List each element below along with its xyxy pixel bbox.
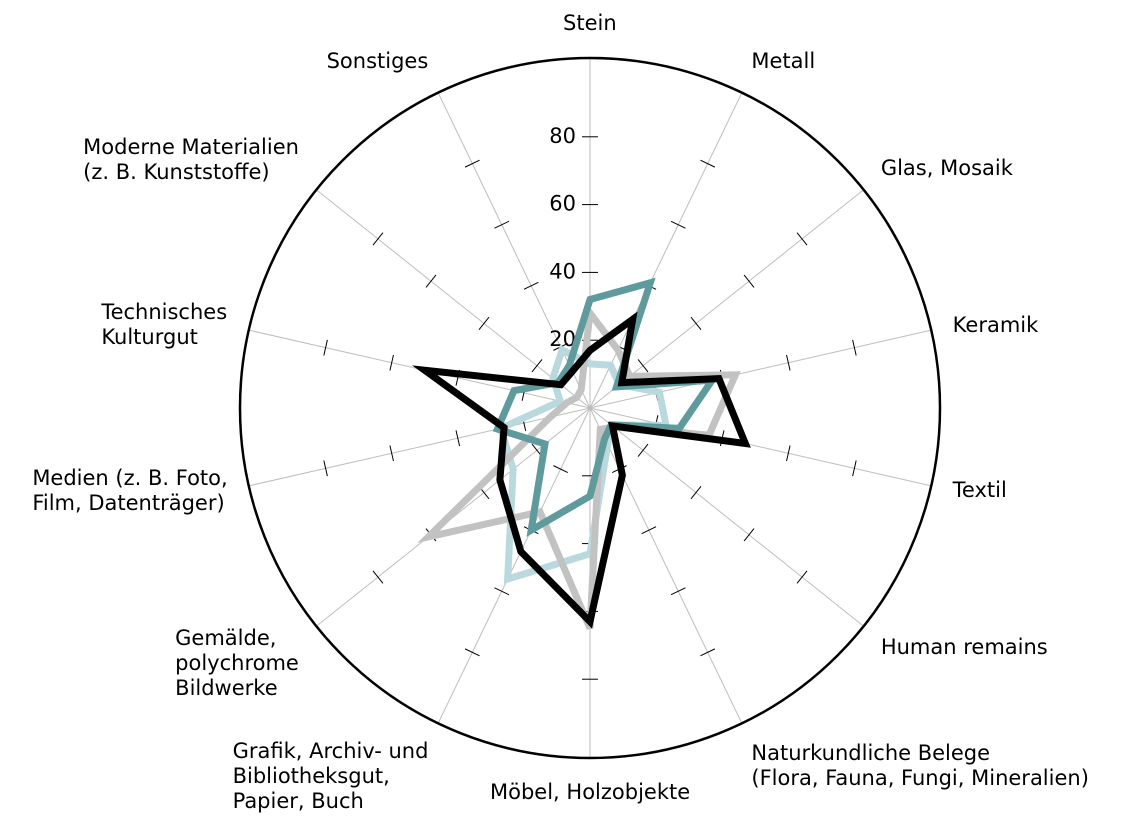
tick-mark — [637, 443, 649, 457]
tick-label: 40 — [549, 259, 576, 283]
tick-mark — [389, 354, 394, 371]
tick-mark — [641, 526, 657, 535]
spoke — [437, 407, 591, 724]
tick-mark — [553, 465, 569, 474]
tick-mark — [786, 354, 791, 371]
category-label: Medien (z. B. Foto, Film, Datenträger) — [32, 465, 228, 515]
tick-label: 80 — [549, 124, 576, 148]
category-label: Naturkundliche Belege (Flora, Fauna, Fun… — [751, 740, 1089, 790]
category-label: Technisches Kulturgut — [101, 300, 228, 350]
tick-mark — [670, 220, 686, 229]
category-label: Textil — [952, 478, 1007, 503]
outer-ring — [238, 56, 942, 760]
category-label: Möbel, Holzobjekte — [490, 780, 691, 804]
tick-mark — [478, 316, 490, 331]
category-label: Keramik — [952, 312, 1039, 337]
tick-mark — [796, 570, 808, 584]
spoke — [316, 189, 591, 409]
tick-mark — [523, 281, 539, 290]
tick-mark — [852, 339, 857, 356]
tick-mark — [494, 220, 510, 229]
tick-mark — [531, 359, 543, 373]
category-label: Stein — [563, 11, 617, 35]
spoke — [248, 407, 591, 487]
spoke — [437, 92, 591, 409]
category-label: Human remains — [880, 635, 1048, 660]
tick-mark — [372, 570, 384, 584]
tick-mark — [637, 359, 649, 373]
tick-mark — [743, 528, 755, 542]
series-line — [492, 277, 720, 537]
spoke — [589, 329, 932, 409]
spoke — [589, 407, 743, 724]
tick-mark — [372, 232, 384, 246]
tick-mark — [464, 159, 480, 168]
tick-mark — [494, 587, 510, 596]
tick-mark — [670, 587, 686, 596]
tick-mark — [700, 159, 716, 168]
tick-mark — [323, 339, 328, 356]
series-line — [417, 304, 741, 630]
tick-mark — [690, 316, 702, 331]
category-label: Grafik, Archiv- und Bibliotheksgut, Papi… — [232, 739, 429, 814]
tick-mark — [455, 430, 461, 447]
tick-mark — [425, 274, 437, 288]
spoke — [589, 407, 864, 627]
category-label: Sonstiges — [326, 49, 429, 74]
series-line — [412, 311, 751, 629]
tick-mark — [323, 460, 328, 477]
tick-mark — [690, 485, 702, 500]
tick-mark — [786, 445, 791, 462]
tick-mark — [796, 232, 808, 246]
spoke — [589, 92, 743, 409]
spoke — [589, 189, 864, 409]
tick-label: 60 — [549, 192, 576, 216]
tick-mark — [464, 648, 480, 657]
category-label: Metall — [751, 49, 816, 74]
category-label: Gemälde, polychrome Bildwerke — [175, 625, 299, 700]
spoke — [589, 407, 932, 487]
category-label: Glas, Mosaik — [880, 155, 1013, 180]
tick-mark — [852, 460, 857, 477]
tick-mark — [700, 648, 716, 657]
tick-mark — [389, 445, 394, 462]
tick-mark — [743, 274, 755, 288]
category-label: Moderne Materialien (z. B. Kunststoffe) — [83, 135, 299, 185]
